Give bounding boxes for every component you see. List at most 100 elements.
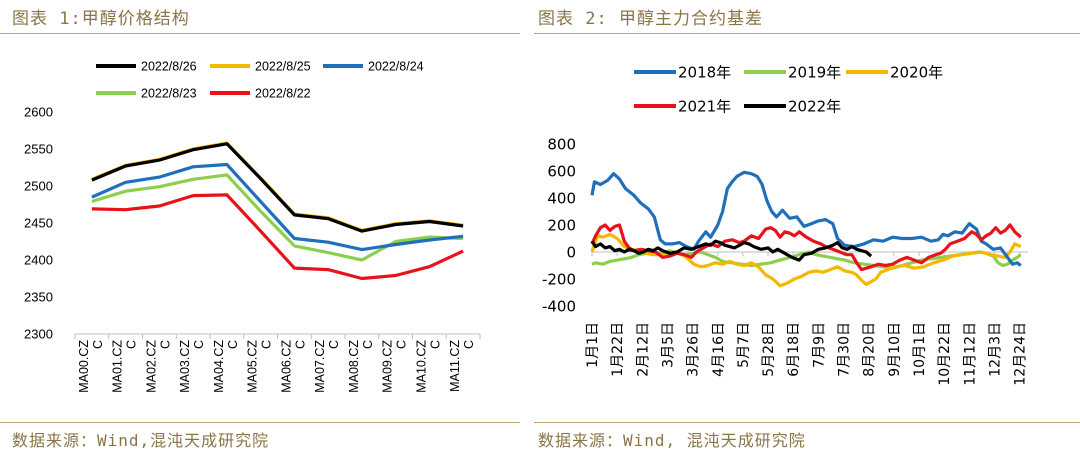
y-tick-label-200: 200 xyxy=(547,217,576,235)
chart1-series-group xyxy=(91,141,464,281)
x-tick-label-group: 3月26日 xyxy=(686,322,702,377)
y-tick-label-2550: 2550 xyxy=(24,142,53,157)
x-tick-label-suffix: C xyxy=(462,340,476,349)
x-tick-label-MA06-CZC: MA06.CZ xyxy=(279,340,293,393)
x-tick-label-group: MA09.CZ C xyxy=(381,340,409,393)
legend-label-2021: 2021年 xyxy=(678,98,731,116)
x-tick-label-MA11-CZC: MA11.CZ xyxy=(448,340,462,392)
x-tick-label-group: MA03.CZ C xyxy=(178,340,206,393)
chart1-header-rule xyxy=(0,33,520,34)
x-tick-label-MA05-CZC: MA05.CZ xyxy=(246,340,260,393)
series-line-2022-8-24 xyxy=(91,162,464,252)
chart2-source-note: 数据来源：Wind, 混沌天成研究院 xyxy=(538,431,806,450)
x-tick-label-group: MA01.CZ C xyxy=(111,340,139,393)
chart2-x-axis: 1月1日 1月22日 2月12日 3月5日 3月26日 4月16日 5月7日 5月28日 6月1… xyxy=(585,251,1029,386)
x-tick-label-suffix: C xyxy=(361,340,375,349)
legend-label-2022: 2022年 xyxy=(788,98,841,116)
chart1-footer-rule xyxy=(0,422,520,423)
x-tick-label-15: 10月22日 xyxy=(937,322,953,386)
chart2-legend: 2018年 2019年 2020年 2021年 2022年 xyxy=(634,64,943,116)
chart2-header-rule xyxy=(534,33,1080,34)
x-tick-label-suffix: C xyxy=(293,340,307,349)
x-tick-label-MA02-CZC: MA02.CZ xyxy=(144,340,158,393)
legend-label-2022-8-25: 2022/8/25 xyxy=(255,60,311,74)
x-tick-label-group: MA05.CZ C xyxy=(246,340,274,393)
x-tick-label-18: 12月24日 xyxy=(1013,322,1029,386)
x-tick-label-9: 6月18日 xyxy=(786,322,802,377)
x-tick-label-14: 10月1日 xyxy=(912,322,928,377)
x-tick-label-group: 10月1日 xyxy=(912,322,928,377)
y-tick-label--200: -200 xyxy=(542,271,576,289)
x-tick-label-suffix: C xyxy=(260,340,274,349)
x-tick-label-group: MA04.CZ C xyxy=(212,340,240,393)
x-tick-label-group: 5月7日 xyxy=(736,322,752,368)
chart2-y-axis: -400 -200 0 200 400 600 800 xyxy=(542,136,576,316)
series-line-2022-8-22 xyxy=(91,193,464,281)
x-tick-label-group: 4月16日 xyxy=(711,322,727,377)
x-tick-label-1: 1月1日 xyxy=(585,322,601,368)
x-tick-label-5: 3月26日 xyxy=(686,322,702,377)
x-tick-label-17: 12月3日 xyxy=(987,322,1003,377)
series-line-2022 xyxy=(590,239,873,262)
x-tick-label-group: 5月28日 xyxy=(761,322,777,377)
x-tick-label-suffix: C xyxy=(226,340,240,349)
series-line-2022-8-23 xyxy=(91,173,464,262)
x-tick-label-group: 2月12日 xyxy=(635,322,651,377)
x-tick-label-7: 5月7日 xyxy=(736,322,752,368)
series-line-2022-8-26 xyxy=(91,142,464,233)
x-tick-label-10: 7月9日 xyxy=(811,322,827,368)
x-tick-label-group: 12月3日 xyxy=(987,322,1003,377)
y-tick-label-2400: 2400 xyxy=(24,253,53,268)
y-tick-label-400: 400 xyxy=(547,190,576,208)
legend-label-2022-8-23: 2022/8/23 xyxy=(141,87,197,101)
chart2-panel-title: 图表 2: 甲醇主力合约基差 xyxy=(538,9,763,29)
chart1-x-axis: MA00.CZ C MA01.CZ C MA02.CZ C MA03.CZ C MA04.CZ C… xyxy=(74,333,481,393)
legend-label-2022-8-24: 2022/8/24 xyxy=(368,60,424,74)
legend-label-2020: 2020年 xyxy=(890,64,943,82)
series-line-2021 xyxy=(590,223,1022,272)
series-line-2020 xyxy=(590,232,1022,288)
x-tick-label-suffix: C xyxy=(395,340,409,349)
y-tick-label-2600: 2600 xyxy=(24,105,53,120)
x-tick-label-MA07-CZC: MA07.CZ xyxy=(313,340,327,393)
x-tick-label-3: 2月12日 xyxy=(635,322,651,377)
x-tick-label-4: 3月5日 xyxy=(660,322,676,368)
x-tick-label-11: 7月30日 xyxy=(837,322,853,377)
legend-label-2019: 2019年 xyxy=(788,64,841,82)
series-line-2018 xyxy=(590,170,1022,267)
legend-label-2022-8-26: 2022/8/26 xyxy=(141,60,197,74)
basis-chart: 2018年 2019年 2020年 2021年 2022年 -400 -200 0 200 40… xyxy=(542,64,1029,386)
chart1-panel-title: 图表 1:甲醇价格结构 xyxy=(12,9,190,29)
x-tick-label-group: 1月1日 xyxy=(585,322,601,368)
y-tick-label-600: 600 xyxy=(547,163,576,181)
chart2-series-group xyxy=(590,170,1022,288)
x-tick-label-group: 11月12日 xyxy=(962,322,978,386)
x-tick-label-group: MA02.CZ C xyxy=(144,340,172,393)
x-tick-label-group: 7月9日 xyxy=(811,322,827,368)
y-tick-label-2500: 2500 xyxy=(24,179,53,194)
y-tick-label-2350: 2350 xyxy=(24,290,53,305)
x-tick-label-group: 9月10日 xyxy=(887,322,903,377)
x-tick-label-12: 8月20日 xyxy=(862,322,878,377)
chart1-source-note: 数据来源：Wind,混沌天成研究院 xyxy=(12,431,270,450)
chart1-y-axis: 2300 2350 2400 2450 2500 2550 2600 xyxy=(24,105,53,342)
y-tick-label-2300: 2300 xyxy=(24,327,53,342)
x-tick-label-MA10-CZC: MA10.CZ xyxy=(414,340,428,393)
x-tick-label-16: 11月12日 xyxy=(962,322,978,386)
x-tick-label-suffix: C xyxy=(91,340,105,349)
y-tick-label--400: -400 xyxy=(542,298,576,316)
x-tick-label-group: 10月22日 xyxy=(937,322,953,386)
x-tick-label-group: MA06.CZ C xyxy=(279,340,307,393)
x-tick-label-MA09-CZC: MA09.CZ xyxy=(381,340,395,393)
chart2-footer-rule xyxy=(534,422,1080,423)
y-tick-label-2450: 2450 xyxy=(24,216,53,231)
y-tick-label-800: 800 xyxy=(547,136,576,154)
legend-label-2022-8-22: 2022/8/22 xyxy=(255,87,311,101)
price-structure-chart: 2022/8/26 2022/8/25 2022/8/24 2022/8/23 2022… xyxy=(24,60,481,393)
x-tick-label-group: 12月24日 xyxy=(1013,322,1029,386)
x-tick-label-suffix: C xyxy=(158,340,172,349)
x-tick-label-suffix: C xyxy=(125,340,139,349)
x-tick-label-group: 6月18日 xyxy=(786,322,802,377)
x-tick-label-MA03-CZC: MA03.CZ xyxy=(178,340,192,393)
x-tick-label-group: 1月22日 xyxy=(610,322,626,377)
